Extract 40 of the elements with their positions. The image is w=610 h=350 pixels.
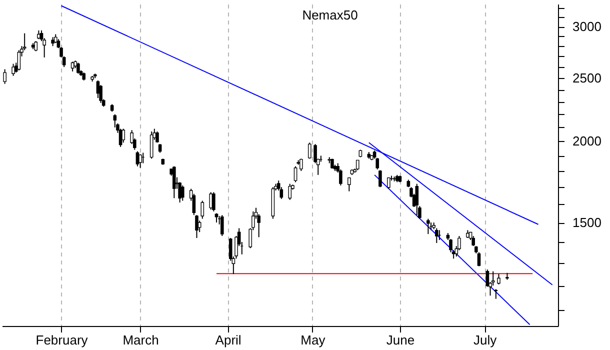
candlestick [288,183,292,200]
candlestick [415,183,419,216]
candlestick [497,274,500,285]
candlestick [12,63,15,76]
y-tick-label: 1500 [572,215,602,230]
candlestick [214,212,218,223]
x-tick-label: April [215,332,242,348]
x-tick-label: July [474,332,498,348]
candlestick [17,50,21,71]
candlestick [3,68,6,84]
candlestick [76,62,80,74]
candlestick [308,142,312,160]
candlestick [220,214,224,237]
candlestick [300,158,303,172]
candlestick [195,214,198,238]
candlestick [180,184,184,202]
candlestick [387,176,390,190]
x-tick-label: June [386,332,415,348]
candlestick [347,176,351,192]
x-tick-label: May [300,332,326,348]
candlestick [200,200,204,220]
x-tick-label: March [122,332,159,348]
candlestick [294,166,298,183]
candlestick [426,218,430,235]
candlestick [356,160,360,171]
y-tick-label: 3000 [572,19,602,34]
candlestick [330,158,334,170]
y-tick-label: 2000 [572,134,602,149]
candlestick [212,192,216,212]
candlestick [378,170,382,188]
candlestick [172,166,176,199]
x-tick-label: February [36,332,88,348]
candlestick [34,40,38,52]
candlestick [99,84,102,104]
candlestick [178,182,182,203]
y-tick-label: 2500 [572,70,602,86]
candlestick [209,192,213,210]
candlestick [122,128,126,144]
chart-title: Nemax50 [302,7,358,22]
candlestick [192,193,196,216]
